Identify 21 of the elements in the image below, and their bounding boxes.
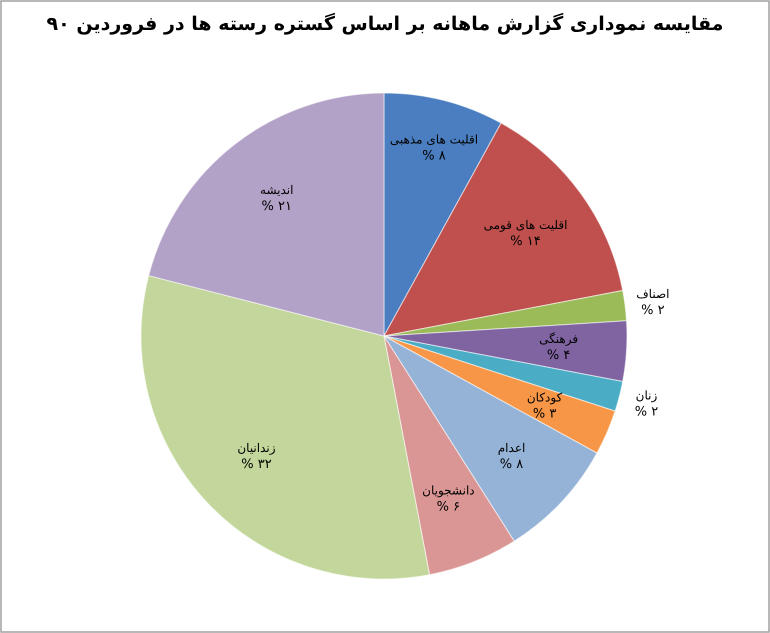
slice-label: اقلیت های قومی bbox=[484, 218, 568, 232]
slice-label: دانشجویان bbox=[422, 484, 475, 498]
slice-label: اصناف bbox=[636, 287, 670, 302]
slice-label: کودکان bbox=[526, 390, 563, 404]
data-label: ۲ % bbox=[641, 303, 665, 318]
slice-label: اندیشه bbox=[260, 182, 294, 197]
slice-label: زنان bbox=[636, 388, 658, 402]
data-label: ۳۲ % bbox=[241, 456, 272, 472]
data-label: ۶ % bbox=[436, 500, 460, 515]
data-label: ۴ % bbox=[546, 348, 570, 363]
data-label: ۳ % bbox=[532, 406, 556, 422]
data-label: ۸ % bbox=[500, 456, 524, 472]
data-label: ۲۱ % bbox=[262, 198, 292, 214]
chart-title: مقایسه نمودارى گزارش ماهانه بر اساس گستره رسته ها در فروردین ۹۰ bbox=[46, 12, 724, 35]
slice-label: اقلیت های مذهبی bbox=[390, 132, 478, 147]
slice-label: اعدام bbox=[498, 440, 526, 455]
slice-label: فرهنگی bbox=[539, 332, 578, 346]
data-label: ۲ % bbox=[634, 404, 658, 420]
data-label: ۸ % bbox=[422, 148, 446, 164]
slice-label: زندانیان bbox=[237, 440, 276, 455]
data-label: ۱۴ % bbox=[510, 234, 541, 250]
